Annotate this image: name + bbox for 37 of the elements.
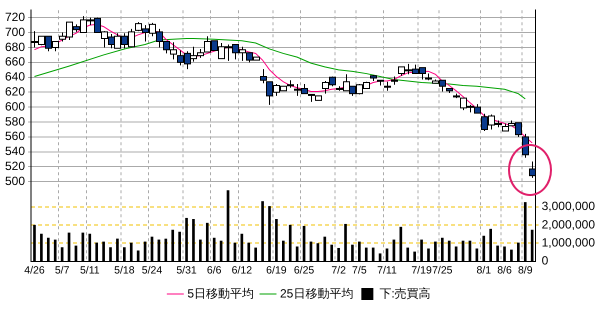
y-tick-label: 520 [4,159,26,174]
x-tick-label: 6/12 [232,264,252,277]
y2-tick-label: 0 [542,254,549,268]
y2-tick-label: 2,000,000 [542,217,596,232]
y-tick-label: 700 [4,24,26,39]
y-tick-label: 660 [4,54,26,69]
x-tick-label: 5/24 [142,264,162,277]
x-tick-label: 4/26 [24,264,45,277]
x-tick-label: 7/2 [331,264,346,277]
y2-tick-label: 3,000,000 [542,199,596,214]
legend-label: 25日移動平均 [280,286,354,300]
y-tick-label: 680 [4,40,26,54]
y-tick-label: 580 [4,114,26,128]
x-tick-label: 8/1 [476,264,492,277]
x-tick-label: 6/6 [206,264,222,277]
y-tick-label: 500 [4,174,26,188]
y-tick-label: 720 [4,10,26,24]
x-tick-label: 6/25 [294,264,314,277]
y2-tick-label: 1,000,000 [542,236,596,250]
legend-label: 下:売買高 [379,286,431,300]
x-tick-label: 8/6 [497,264,512,277]
y-tick-label: 640 [4,70,26,84]
y-tick-label: 600 [4,99,26,114]
x-tick-label: 5/7 [54,264,70,277]
x-tick-label: 7/19 [411,264,432,277]
y-tick-label: 540 [4,144,26,158]
x-tick-label: 7/25 [432,264,453,277]
legend-label: 5日移動平均 [187,286,254,300]
y-tick-label: 620 [4,84,26,99]
x-tick-label: 7/5 [352,264,367,277]
x-tick-label: 7/11 [377,264,397,277]
x-tick-label: 5/11 [80,264,100,277]
x-tick-label: 8/9 [518,264,533,277]
x-tick-label: 5/31 [176,264,197,277]
y-tick-label: 560 [4,129,26,144]
x-tick-label: 5/18 [114,264,135,277]
x-tick-label: 6/19 [266,264,287,277]
